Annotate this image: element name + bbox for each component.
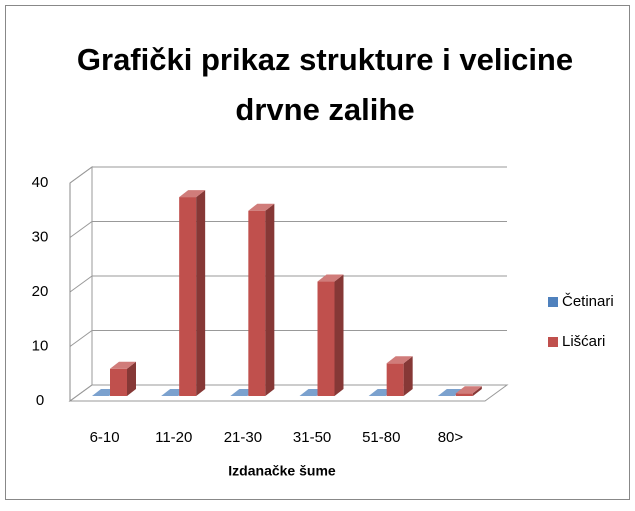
bar-side	[127, 361, 136, 396]
bar-side	[334, 274, 344, 396]
grid-line	[69, 221, 507, 238]
grid-line	[69, 275, 507, 293]
x-tick-label: 21-30	[224, 429, 262, 446]
legend-label: Lišćari	[562, 333, 605, 350]
bar-front	[455, 393, 473, 396]
bar-side	[472, 386, 482, 396]
y-tick-label: 40	[32, 174, 49, 191]
bar-front	[317, 281, 335, 396]
y-tick-label: 10	[32, 337, 49, 354]
y-tick-label: 30	[32, 228, 49, 245]
bar	[437, 389, 464, 396]
bar-top	[179, 190, 206, 198]
bar-front	[179, 197, 197, 396]
bar-top	[248, 203, 275, 211]
x-axis-title: Izdanačke šume	[228, 463, 336, 479]
bar-top	[110, 361, 136, 369]
bar-top	[455, 386, 482, 394]
chart-title: Grafički prikaz strukture i velicine	[77, 42, 573, 77]
x-tick-label: 31-50	[293, 429, 331, 446]
x-tick-label: 51-80	[362, 429, 400, 446]
x-tick-label: 11-20	[155, 429, 192, 446]
bar	[248, 203, 275, 396]
legend-swatch	[548, 297, 558, 307]
bar	[317, 274, 344, 396]
legend-label: Četinari	[562, 293, 614, 310]
bar-front	[248, 210, 266, 396]
bar-top	[386, 356, 413, 364]
y-tick-label: 20	[32, 283, 49, 300]
x-tick-label: 6-10	[90, 429, 120, 446]
bar-side	[265, 203, 275, 396]
y-tick-label: 0	[36, 392, 44, 409]
chart-border	[5, 5, 630, 500]
bar-top	[317, 274, 344, 282]
x-tick-label: 80>	[438, 429, 464, 446]
chart-title: drvne zalihe	[235, 92, 414, 127]
bar-side	[403, 356, 413, 396]
grid-line	[69, 384, 507, 402]
bar	[179, 190, 206, 396]
bar	[386, 356, 413, 396]
bar	[110, 361, 136, 396]
grid-line	[69, 330, 507, 347]
grid-line	[69, 166, 507, 184]
legend-swatch	[548, 337, 558, 347]
bar-top	[437, 389, 464, 396]
bar-side	[196, 190, 206, 396]
bar	[455, 386, 482, 396]
bar-front	[110, 368, 127, 396]
bar-front	[386, 363, 404, 396]
